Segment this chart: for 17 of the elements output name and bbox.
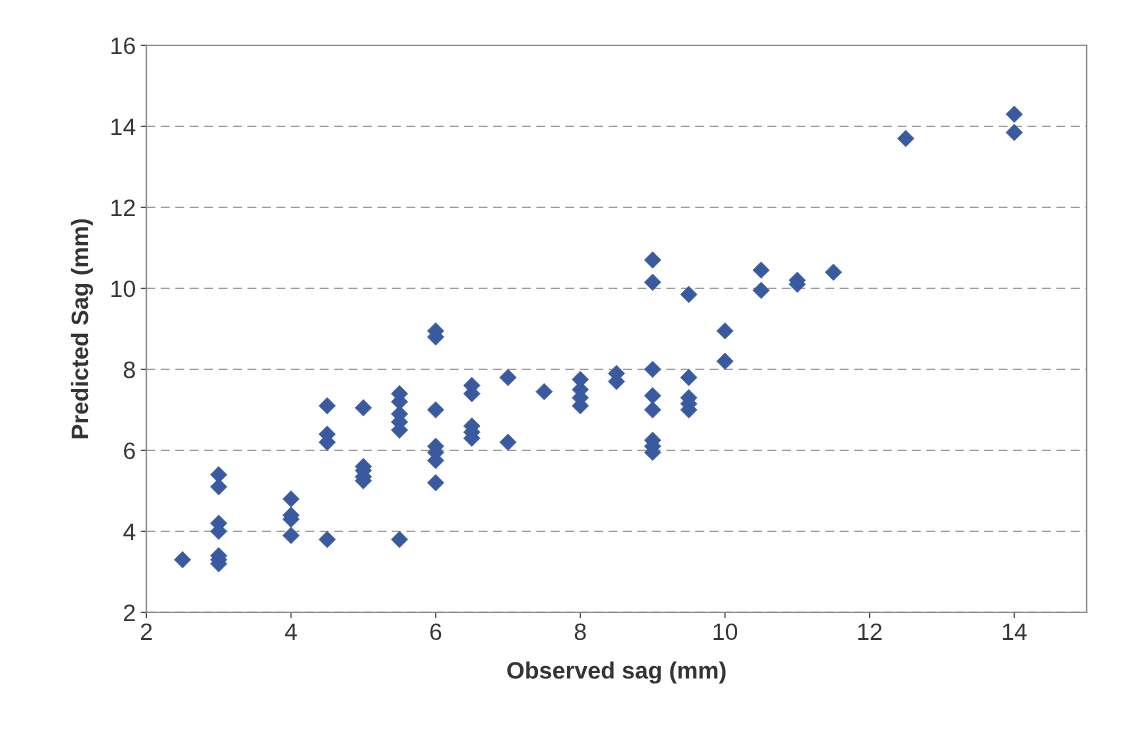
x-tick-label: 8 bbox=[574, 623, 586, 641]
y-tick-label: 12 bbox=[111, 199, 135, 216]
y-tick-label: 6 bbox=[124, 442, 135, 460]
x-tick-label: 14 bbox=[1002, 623, 1027, 640]
y-tick-label: 14 bbox=[111, 118, 136, 135]
x-tick-label: 2 bbox=[141, 623, 152, 640]
x-tick-label: 12 bbox=[858, 623, 882, 640]
y-tick-label: 2 bbox=[124, 604, 135, 621]
x-axis-title: Observed sag (mm) bbox=[507, 661, 726, 684]
y-tick-label: 4 bbox=[123, 523, 136, 540]
y-axis-title: Predicted Sag (mm) bbox=[70, 219, 94, 439]
y-tick-label: 8 bbox=[123, 361, 135, 379]
y-tick-label: 16 bbox=[111, 37, 135, 55]
x-tick-label: 4 bbox=[285, 623, 297, 640]
x-tick-label: 6 bbox=[430, 623, 442, 641]
y-tick-label: 10 bbox=[111, 280, 136, 298]
x-tick-label: 10 bbox=[713, 623, 738, 641]
